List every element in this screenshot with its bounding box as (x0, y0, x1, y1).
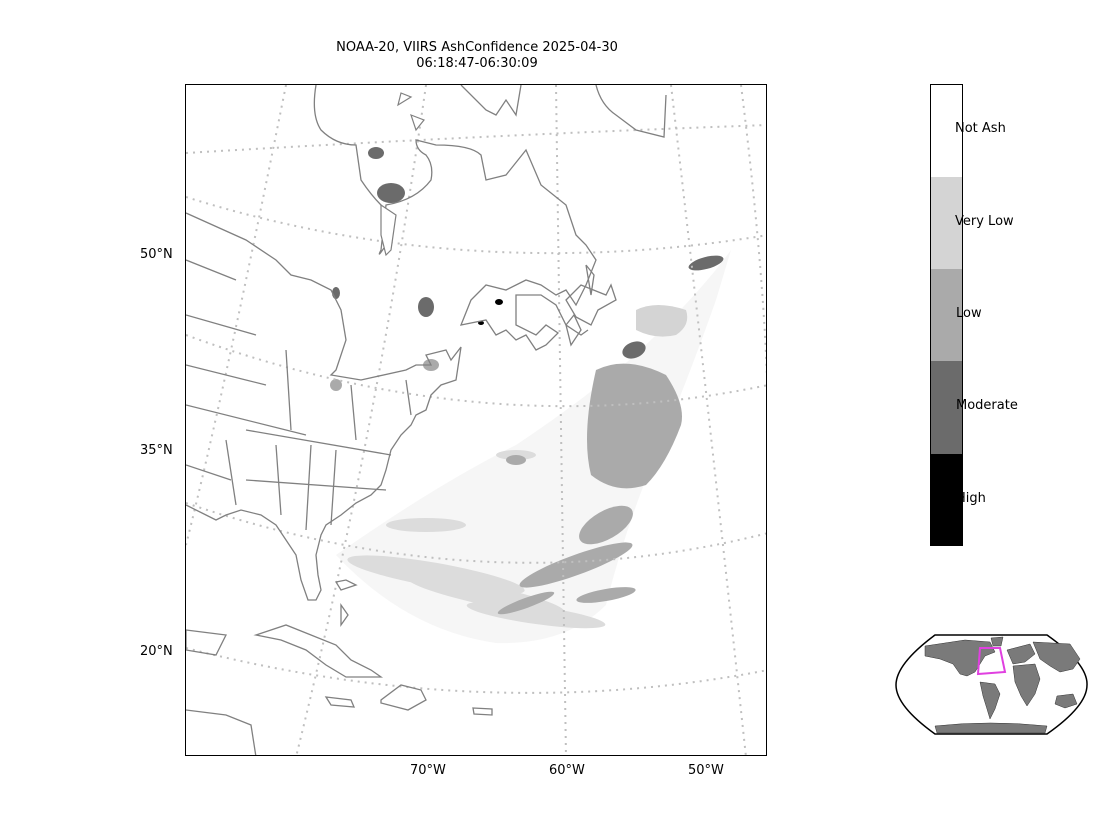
coastlines (186, 85, 667, 755)
colorbar-label-very-low: Very Low (955, 214, 1014, 229)
title-line-2: 06:18:47-06:30:09 (416, 56, 538, 71)
colorbar-label-not-ash: Not Ash (955, 121, 1006, 136)
map-title: NOAA-20, VIIRS AshConfidence 2025-04-30 … (186, 40, 768, 72)
colorbar (930, 84, 963, 546)
colorbar-label-moderate: Moderate (956, 398, 1018, 413)
lat-label-35: 35°N (140, 443, 173, 458)
colorbar-low (931, 269, 962, 361)
colorbar-high (931, 454, 962, 545)
map-panel (185, 84, 767, 756)
overview-footprint (976, 647, 1007, 676)
colorbar-moderate (931, 361, 962, 454)
overview-globe-canvas (895, 634, 1088, 735)
colorbar-not-ash (931, 85, 962, 177)
title-line-1: NOAA-20, VIIRS AshConfidence 2025-04-30 (336, 40, 618, 55)
colorbar-label-low: Low (956, 306, 982, 321)
lon-label-50: 50°W (688, 763, 724, 778)
ash-swath (330, 147, 731, 644)
great-lakes (380, 92, 425, 257)
graticule (186, 85, 766, 755)
map-canvas (186, 85, 766, 755)
lon-label-60: 60°W (549, 763, 585, 778)
overview-globe (895, 634, 1089, 740)
lon-label-70: 70°W (410, 763, 446, 778)
lat-label-50: 50°N (140, 247, 173, 262)
colorbar-label-high: High (956, 491, 986, 506)
lat-label-20: 20°N (140, 644, 173, 659)
colorbar-very-low (931, 177, 962, 269)
